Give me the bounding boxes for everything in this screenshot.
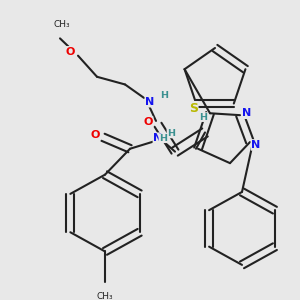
Text: H: H: [167, 129, 175, 138]
Text: CH₃: CH₃: [97, 292, 113, 300]
Text: H: H: [199, 112, 207, 122]
Text: O: O: [90, 130, 100, 140]
Text: N: N: [242, 108, 252, 118]
Text: CH₃: CH₃: [54, 20, 70, 29]
Text: H: H: [160, 92, 168, 100]
Text: N: N: [146, 97, 154, 107]
Text: O: O: [143, 117, 153, 127]
Text: O: O: [65, 47, 75, 57]
Text: H: H: [159, 134, 167, 143]
Text: S: S: [189, 102, 198, 115]
Text: N: N: [153, 133, 163, 143]
Text: N: N: [251, 140, 261, 150]
